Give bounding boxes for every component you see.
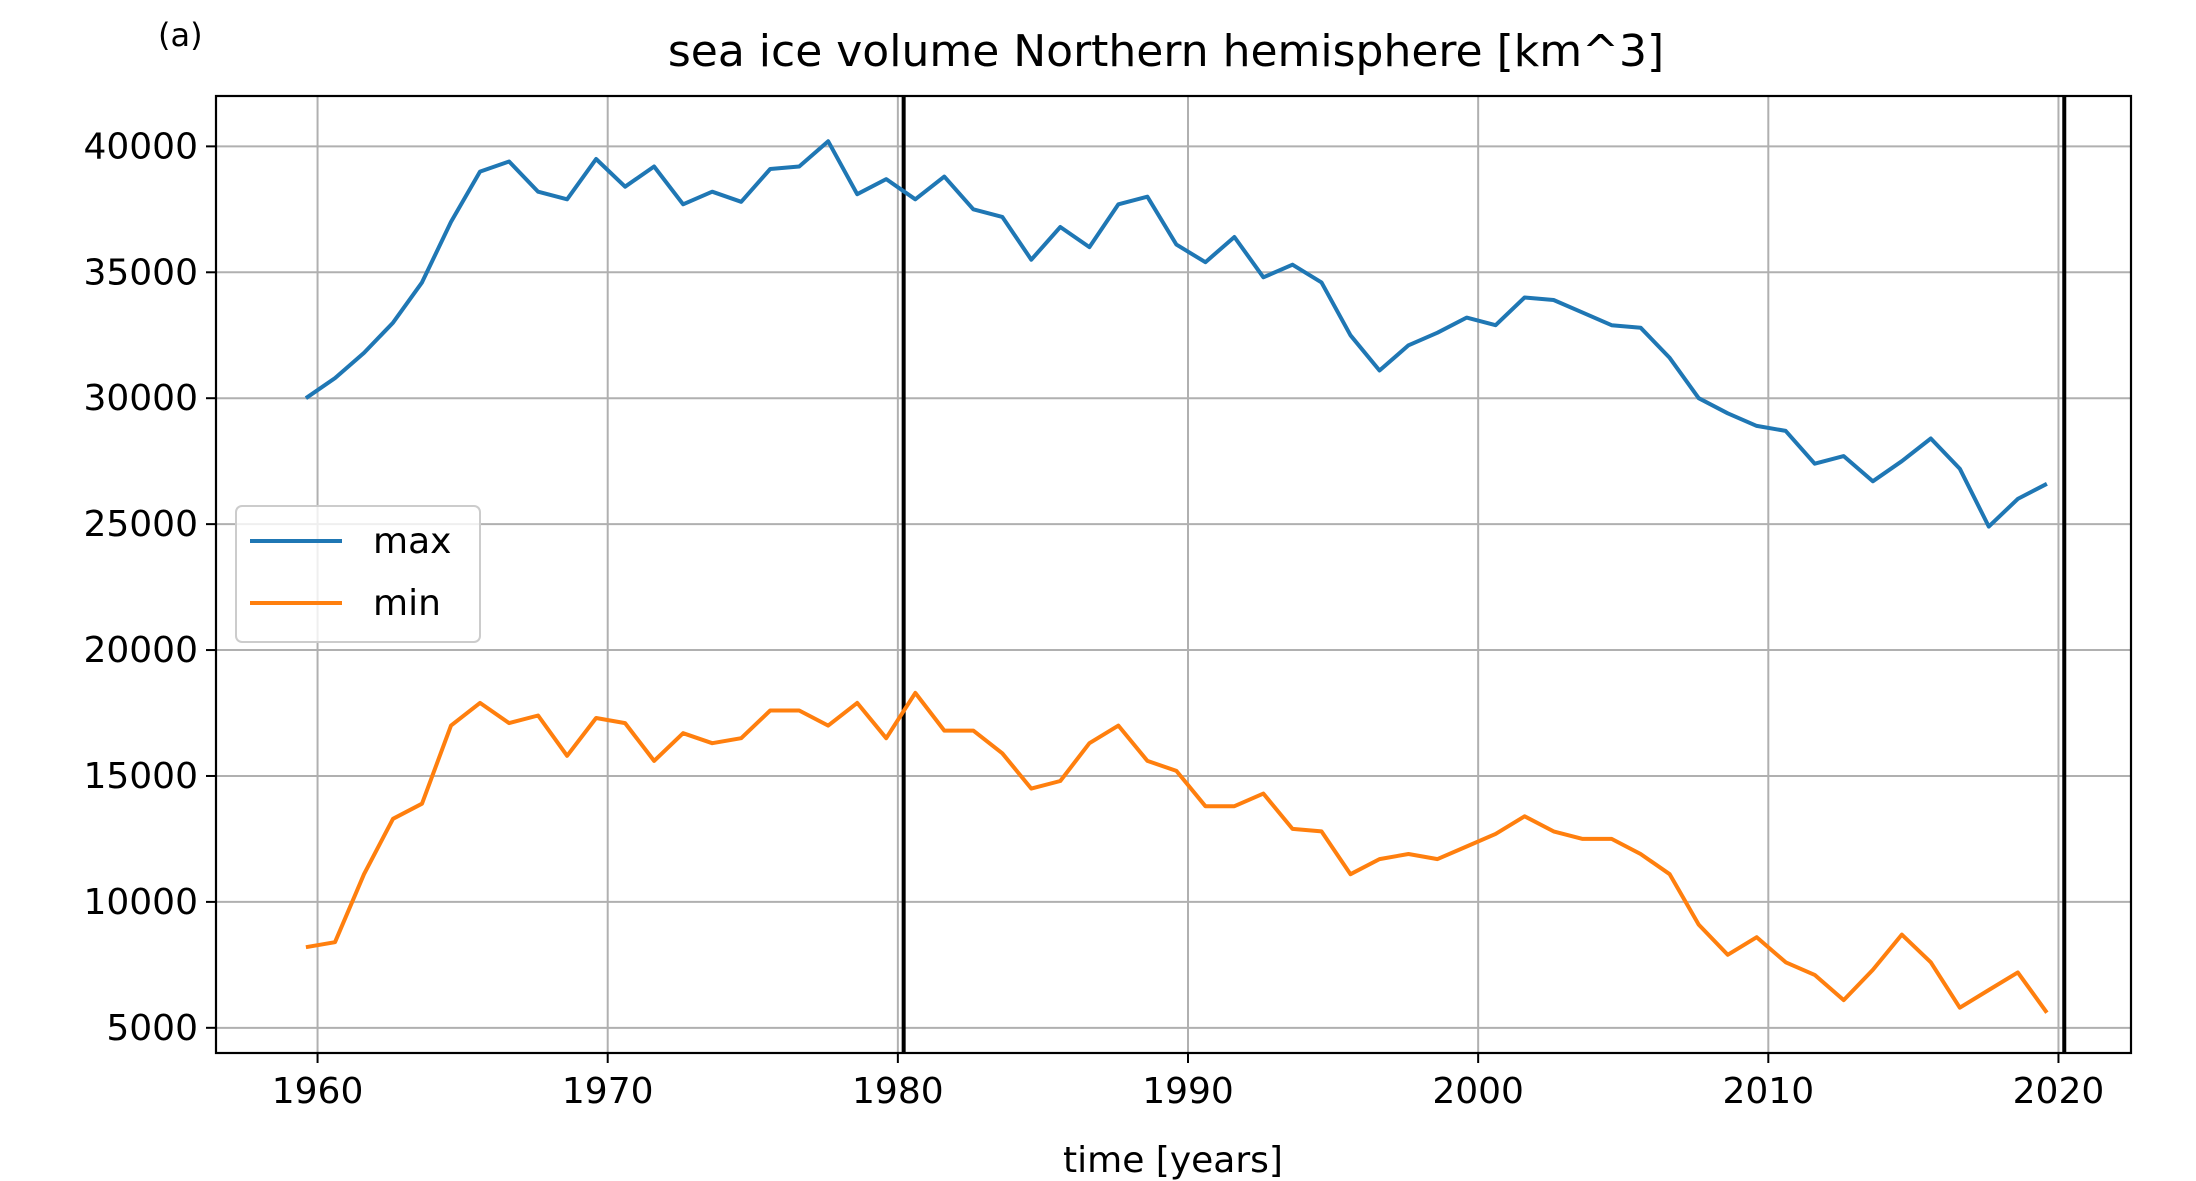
x-tick-label: 1980 [852,1071,944,1112]
y-tick-label: 30000 [83,378,198,419]
panel-label: (a) [158,16,203,54]
series-line-min [305,690,2049,1014]
y-tick-label: 20000 [83,630,198,671]
y-tick-label: 35000 [83,252,198,293]
y-tick-label: 10000 [83,882,198,923]
chart-title: sea ice volume Northern hemisphere [km^3… [668,26,1664,77]
x-tick-label: 2010 [1722,1071,1814,1112]
legend-label-min: min [373,583,441,624]
x-axis-label: time [years] [1063,1140,1283,1181]
y-tick-label: 15000 [83,756,198,797]
x-tick-label: 2000 [1432,1071,1524,1112]
y-tick-label: 40000 [83,126,198,167]
y-axis-ticks: 5000 10000 15000 20000 25000 30000 35000 40000 [83,126,216,1049]
plot-frame [214,94,2133,1055]
x-tick-label: 1970 [562,1071,654,1112]
x-tick-label: 1990 [1142,1071,1234,1112]
x-tick-label: 1960 [272,1071,364,1112]
legend: max min [235,505,481,643]
series-line-max [304,139,2048,529]
y-tick-label: 25000 [83,504,198,545]
reference-lines [901,96,2067,1053]
x-tick-label: 2020 [2013,1071,2105,1112]
y-tick-label: 5000 [106,1008,198,1049]
grid [216,96,2131,1053]
series-lines [304,139,2049,1014]
x-axis-ticks: 1960 1970 1980 1990 2000 2010 2020 [272,1053,2105,1112]
legend-label-max: max [373,521,451,562]
